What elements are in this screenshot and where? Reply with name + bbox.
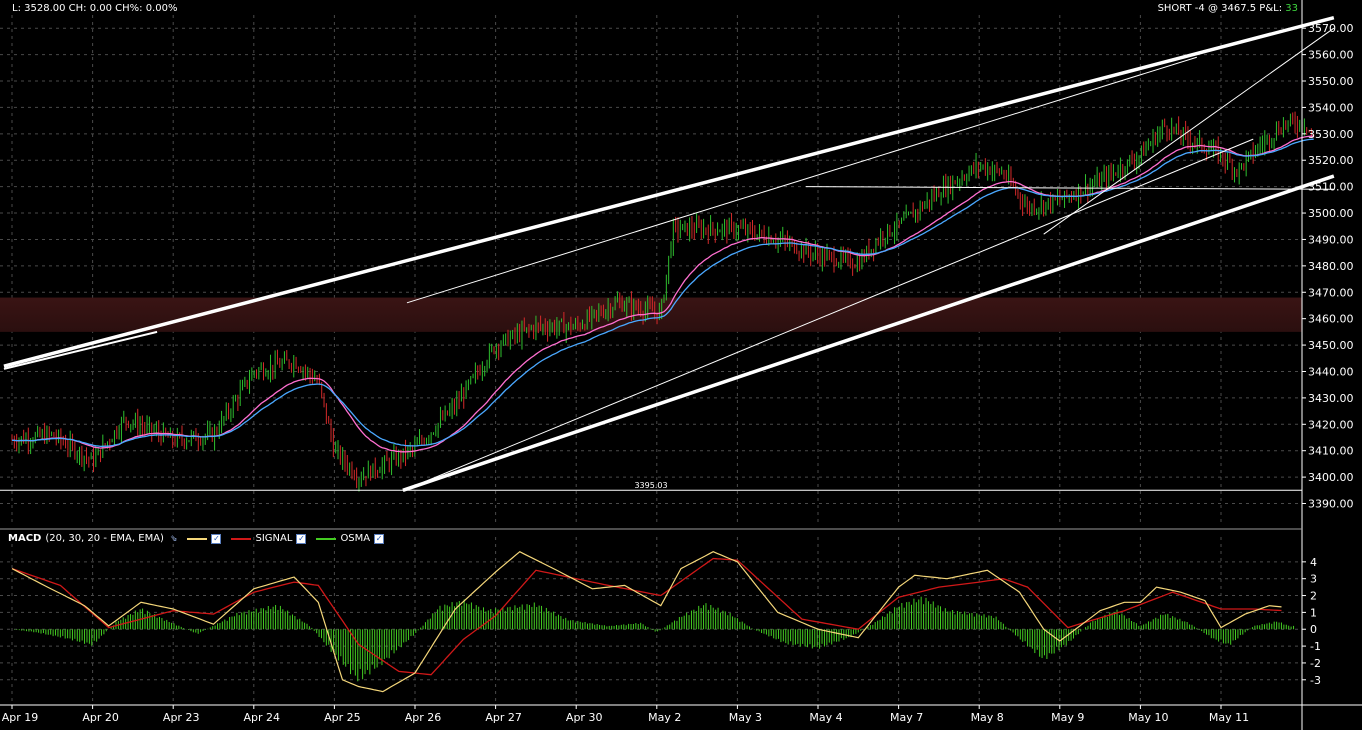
trendline (402, 174, 1335, 492)
y-tick-label: 3400.00 (1308, 471, 1354, 484)
cursor-icon[interactable]: ⇘ (169, 533, 178, 544)
macd-y-tick-label: 2 (1310, 590, 1317, 603)
x-tick-label: Apr 23 (163, 711, 200, 724)
osma-visibility-checkbox-icon[interactable]: ✓ (374, 533, 385, 544)
macd-legend: MACD (20, 30, 20 - EMA, EMA) ⇘ ✓ SIGNAL … (2, 531, 385, 546)
signal-line (11, 557, 1282, 676)
y-tick-label: 3510.00 (1308, 181, 1354, 194)
trendline (1043, 27, 1335, 235)
y-tick-label: 3480.00 (1308, 260, 1354, 273)
moving-averages (11, 135, 1314, 453)
horizontal-level-line[interactable]: 3395.03 (0, 481, 1302, 491)
y-tick-label: 3490.00 (1308, 233, 1354, 246)
signal-line-swatch (231, 537, 252, 540)
x-tick-label: May 7 (890, 711, 923, 724)
trendline (406, 56, 1197, 304)
ema-fast-line (11, 138, 1314, 448)
y-tick-label: 3500.00 (1308, 207, 1354, 220)
macd-y-tick-label: 4 (1310, 556, 1317, 569)
pnl-value: 33 (1285, 3, 1298, 14)
y-tick-label: 3550.00 (1308, 75, 1354, 88)
level-label: 3395.03 (634, 481, 667, 490)
macd-y-tick-label: 1 (1310, 606, 1317, 619)
y-tick-label: 3410.00 (1308, 445, 1354, 458)
x-tick-label: Apr 20 (82, 711, 119, 724)
macd-line (11, 550, 1282, 693)
signal-visibility-checkbox-icon[interactable]: ✓ (296, 533, 307, 544)
grid (0, 15, 1302, 704)
macd-params: (20, 30, 20 - EMA, EMA) (45, 533, 164, 544)
y-tick-label: 3430.00 (1308, 392, 1354, 405)
y-tick-label: 3450.00 (1308, 339, 1354, 352)
y-tick-label: 3540.00 (1308, 101, 1354, 114)
macd-lines (11, 550, 1282, 693)
x-tick-label: May 8 (971, 711, 1004, 724)
y-tick-label: 3470.00 (1308, 286, 1354, 299)
price-stats: L: 3528.00 CH: 0.00 CH%: 0.00% (12, 3, 178, 14)
y-tick-label: 3390.00 (1308, 498, 1354, 511)
x-tick-label: Apr 26 (405, 711, 442, 724)
y-tick-label: 3440.00 (1308, 365, 1354, 378)
x-tick-label: May 3 (729, 711, 762, 724)
osma-swatch (316, 537, 337, 540)
x-tick-label: May 2 (648, 711, 681, 724)
macd-line-swatch (187, 537, 208, 540)
y-tick-label: 3420.00 (1308, 418, 1354, 431)
trendline (805, 186, 1334, 190)
position-text: SHORT -4 @ 3467.5 P&L: (1157, 3, 1283, 14)
macd-y-tick-label: -1 (1310, 640, 1321, 653)
macd-y-tick-label: -3 (1310, 674, 1321, 687)
x-tick-label: Apr 27 (485, 711, 522, 724)
x-tick-label: May 10 (1128, 711, 1168, 724)
trendline (3, 330, 158, 370)
y-tick-label: 3520.00 (1308, 154, 1354, 167)
y-tick-label: 3570.00 (1308, 22, 1354, 35)
position-info: SHORT -4 @ 3467.5 P&L: 33 (1158, 3, 1298, 14)
x-tick-label: Apr 24 (244, 711, 281, 724)
trendlines[interactable] (3, 15, 1335, 492)
macd-visibility-checkbox-icon[interactable]: ✓ (211, 533, 222, 544)
x-tick-label: Apr 25 (324, 711, 361, 724)
x-tick-label: Apr 19 (2, 711, 39, 724)
highlight-zone (0, 297, 1302, 332)
macd-title: MACD (8, 533, 42, 544)
trendline (3, 15, 1335, 368)
y-tick-label: 3460.00 (1308, 313, 1354, 326)
resistance-zone (0, 297, 1302, 332)
macd-y-tick-label: 3 (1310, 573, 1317, 586)
signal-label: SIGNAL (255, 533, 293, 544)
trendline (422, 138, 1254, 483)
ema-slow-line (11, 135, 1314, 453)
x-tick-label: Apr 30 (566, 711, 603, 724)
y-tick-label: 3560.00 (1308, 49, 1354, 62)
y-tick-label: 3530.00 (1308, 128, 1354, 141)
macd-y-tick-label: -2 (1310, 657, 1321, 670)
x-tick-label: May 11 (1209, 711, 1249, 724)
osma-label: OSMA (340, 533, 371, 544)
macd-y-tick-label: 0 (1310, 623, 1317, 636)
x-tick-label: May 4 (809, 711, 842, 724)
x-tick-label: May 9 (1051, 711, 1084, 724)
